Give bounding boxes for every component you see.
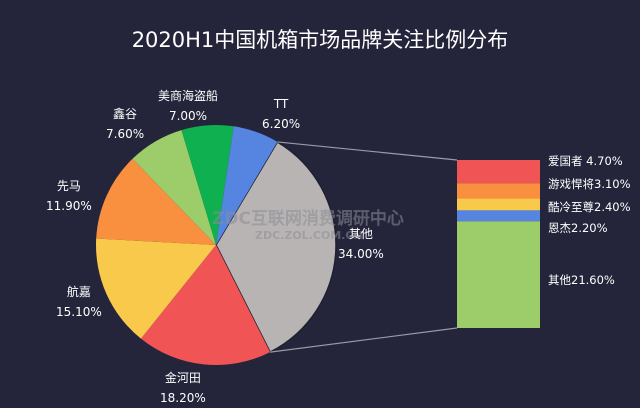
label-name: TT bbox=[273, 97, 289, 111]
label-name: 美商海盗船 bbox=[158, 89, 219, 103]
bar-label-gamemax: 游戏悍将3.10% bbox=[548, 177, 631, 191]
connector-line bbox=[270, 327, 458, 353]
label-name: 航嘉 bbox=[66, 285, 91, 299]
pie-slice bbox=[140, 245, 271, 365]
pie-slice bbox=[96, 238, 216, 339]
pie-label-other: 其他 34.00% bbox=[338, 224, 384, 264]
bar-segment bbox=[457, 221, 540, 328]
pie-slices bbox=[96, 125, 337, 365]
bar-segment bbox=[457, 183, 540, 199]
pie-slice bbox=[216, 126, 278, 245]
label-name: 其他 bbox=[348, 227, 373, 241]
label-name: 先马 bbox=[56, 179, 81, 193]
label-value: 15.10% bbox=[56, 305, 102, 319]
connector-lines bbox=[270, 141, 458, 353]
chart-title: 2020H1中国机箱市场品牌关注比例分布 bbox=[131, 28, 509, 52]
label-value: 11.90% bbox=[46, 199, 92, 213]
watermark-url: ZDC.ZOL.COM.CN bbox=[255, 229, 363, 242]
bar-label-other: 其他21.60% bbox=[548, 273, 615, 287]
pie-label-tt: TT 6.20% bbox=[262, 94, 300, 134]
pie-slice bbox=[96, 158, 216, 245]
pie-label-hangjia: 航嘉 15.10% bbox=[56, 282, 102, 322]
pie-label-jinhetian: 金河田 18.20% bbox=[160, 368, 206, 408]
label-name: 金河田 bbox=[164, 371, 201, 385]
bar-segment bbox=[457, 160, 540, 184]
pie-label-xingu: 鑫谷 7.60% bbox=[106, 104, 144, 144]
label-value: 6.20% bbox=[262, 117, 301, 131]
label-name: 鑫谷 bbox=[113, 107, 138, 121]
bar-label-nzxt: 恩杰2.20% bbox=[548, 221, 608, 235]
bar-segment bbox=[457, 210, 540, 222]
pie-slice bbox=[215, 140, 337, 354]
bar-segment bbox=[457, 198, 540, 211]
label-value: 7.00% bbox=[168, 109, 208, 123]
bar-label-aigo: 爱国者 4.70% bbox=[548, 154, 623, 168]
label-value: 34.00% bbox=[338, 247, 384, 261]
label-value: 18.20% bbox=[160, 391, 206, 405]
bar-label-coolermaster: 酷冷至尊2.40% bbox=[548, 200, 631, 214]
label-value: 7.60% bbox=[106, 127, 145, 141]
watermark-text: ZDC互联网消费调研中心 bbox=[212, 209, 404, 229]
connector-line bbox=[277, 141, 458, 161]
pie-label-corsair: 美商海盗船 7.00% bbox=[158, 86, 218, 126]
breakdown-bar bbox=[457, 160, 540, 328]
pie-label-xianma: 先马 11.90% bbox=[46, 176, 92, 216]
pie-slice bbox=[132, 130, 216, 245]
pie-slice bbox=[181, 125, 234, 245]
